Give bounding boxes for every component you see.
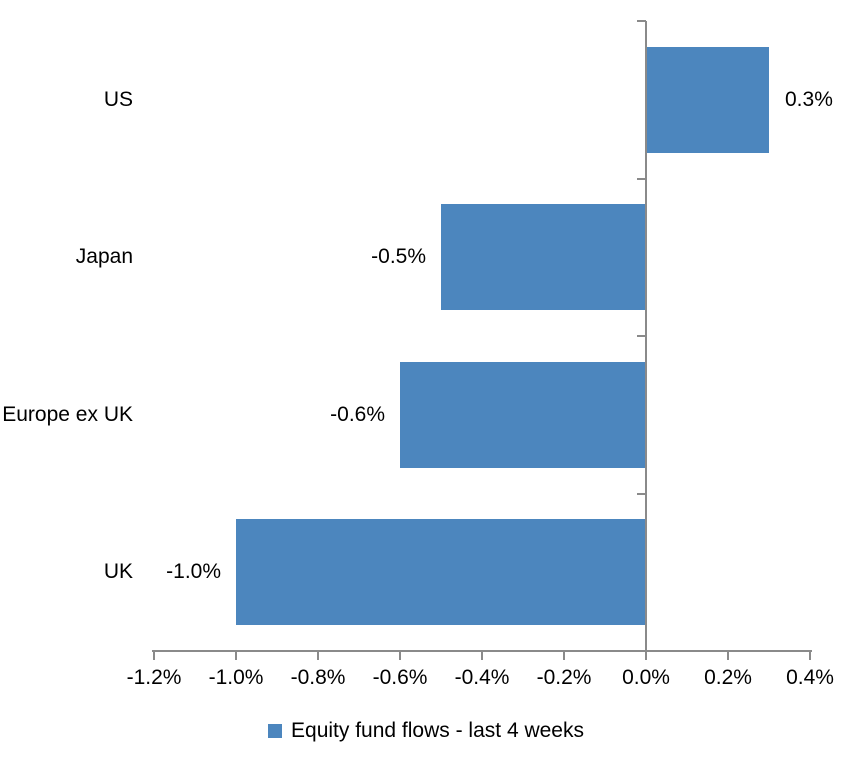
x-axis-tick: [317, 652, 319, 660]
category-label: UK: [103, 560, 133, 584]
category-label: Europe ex UK: [2, 402, 133, 426]
data-label: -0.5%: [371, 245, 426, 269]
x-axis-tick-label: -1.2%: [126, 666, 182, 689]
legend-series-label: Equity fund flows - last 4 weeks: [291, 719, 584, 742]
bar: [441, 204, 646, 311]
legend: Equity fund flows - last 4 weeks: [0, 718, 852, 744]
x-axis-tick-label: -0.6%: [372, 666, 428, 689]
bar: [400, 361, 646, 468]
x-axis-tick: [727, 652, 729, 660]
data-label: 0.3%: [785, 87, 833, 111]
legend-swatch-icon: [268, 724, 283, 738]
x-axis-line: [152, 650, 812, 652]
category-boundary-tick: [637, 177, 646, 180]
zero-axis-line: [645, 21, 647, 651]
data-label: -1.0%: [166, 560, 221, 584]
bar: [236, 519, 646, 626]
category-boundary-tick: [637, 335, 646, 337]
x-axis-tick-label: -0.8%: [290, 666, 346, 689]
bar: [646, 46, 769, 153]
data-label: -0.6%: [330, 402, 385, 426]
x-axis-tick: [645, 652, 647, 660]
x-axis-tick: [153, 652, 155, 660]
x-axis-tick: [809, 652, 811, 660]
x-axis-tick-label: 0.2%: [704, 666, 752, 689]
x-axis-tick-label: 0.0%: [622, 666, 670, 689]
category-label: US: [103, 87, 133, 111]
x-axis-tick-label: -1.0%: [208, 666, 264, 689]
category-label: Japan: [75, 245, 133, 269]
x-axis-tick-label: -0.4%: [454, 666, 510, 689]
x-axis-tick: [399, 652, 401, 660]
x-axis-tick: [481, 652, 483, 660]
category-boundary-tick: [637, 20, 646, 22]
x-axis-tick: [235, 652, 237, 660]
category-boundary-tick: [637, 650, 646, 652]
x-axis-tick-label: 0.4%: [786, 666, 834, 689]
category-boundary-tick: [637, 492, 646, 495]
x-axis-tick-label: -0.2%: [536, 666, 592, 689]
x-axis-tick: [563, 652, 565, 660]
